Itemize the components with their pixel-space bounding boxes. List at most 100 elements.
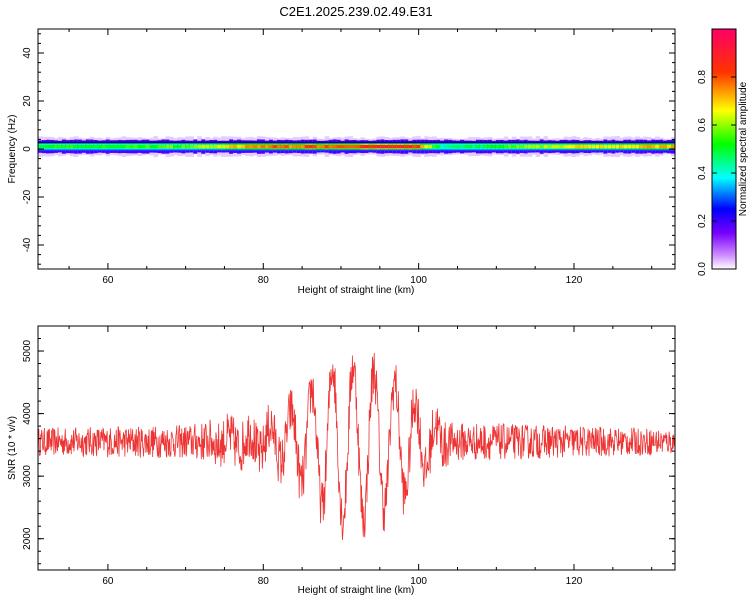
heatmap-cell <box>113 144 119 149</box>
heatmap-cell <box>181 144 186 149</box>
heatmap-cell <box>444 144 449 149</box>
heatmap-cell <box>57 144 63 149</box>
heatmap-cell <box>145 144 151 149</box>
heatmap-cell <box>153 144 159 149</box>
heatmap-cell <box>400 144 405 149</box>
heatmap-cell <box>547 144 553 149</box>
heatmap-cell <box>45 144 51 149</box>
heatmap-cell <box>260 144 266 149</box>
heatmap-cell <box>460 144 465 149</box>
heatmap-cell <box>420 144 425 149</box>
heatmap-cell <box>531 144 537 149</box>
heatmap-cell <box>623 144 628 149</box>
heatmap-cell <box>372 144 378 149</box>
heatmap-cell <box>268 144 274 149</box>
heatmap-cell <box>611 144 616 149</box>
heatmap-cell <box>483 144 489 149</box>
heatmap-cell <box>324 144 330 149</box>
heatmap-cell <box>595 144 600 149</box>
spectrogram-xlabel: Height of straight line (km) <box>298 285 415 296</box>
heatmap-cell <box>408 144 413 149</box>
spectrogram-xtick-label: 100 <box>410 275 427 286</box>
heatmap-cell <box>384 144 389 149</box>
heatmap-cell <box>328 144 334 149</box>
heatmap-cell <box>543 144 549 149</box>
heatmap-cell <box>93 144 99 149</box>
heatmap-cell <box>336 144 342 149</box>
snr-ylabel: SNR (10 * v/v) <box>7 416 18 480</box>
heatmap-cell <box>53 144 59 149</box>
heatmap-cell <box>141 144 147 149</box>
snr-ytick-label: 2000 <box>22 527 33 550</box>
snr-ytick-label: 3000 <box>22 465 33 488</box>
heatmap-cell <box>304 144 310 149</box>
heatmap-cell <box>360 144 366 149</box>
heatmap-cell <box>189 144 194 149</box>
heatmap-cell <box>177 144 182 149</box>
spectrogram-ylabel: Frequency (Hz) <box>7 115 18 184</box>
heatmap-cell <box>89 144 95 149</box>
heatmap-cell <box>587 144 592 149</box>
heatmap-cell <box>499 144 505 149</box>
heatmap-cell <box>511 144 517 149</box>
heatmap-cell <box>245 144 250 149</box>
heatmap-cell <box>61 144 67 149</box>
spectrogram-ytick-label: -20 <box>22 189 33 204</box>
heatmap-cell <box>412 144 417 149</box>
heatmap-cell <box>507 144 513 149</box>
heatmap-cell <box>137 144 143 149</box>
heatmap-cell <box>81 144 87 149</box>
heatmap-cell <box>424 144 429 149</box>
heatmap-cell <box>519 144 525 149</box>
heatmap-cell <box>503 144 509 149</box>
heatmap-cell <box>523 144 529 149</box>
spectrogram-ytick-label: 0 <box>22 146 33 152</box>
heatmap-cell <box>344 144 350 149</box>
heatmap-cell <box>671 144 675 149</box>
heatmap-cell <box>312 144 318 149</box>
heatmap-cell <box>475 144 481 149</box>
heatmap-cell <box>627 144 632 149</box>
heatmap-cell <box>364 144 370 149</box>
colorbar-gradient <box>711 28 737 270</box>
heatmap-cell <box>471 144 477 149</box>
heatmap-cell <box>185 144 190 149</box>
heatmap-cell <box>256 144 262 149</box>
heatmap-cell <box>165 144 170 149</box>
heatmap-cell <box>340 144 346 149</box>
heatmap-cell <box>209 144 214 149</box>
snr-series-line <box>38 352 675 541</box>
heatmap-cell <box>368 144 374 149</box>
heatmap-cell <box>535 144 541 149</box>
heatmap-cell <box>125 144 131 149</box>
spectrogram-ytick-label: 20 <box>22 95 33 107</box>
heatmap-cell <box>249 144 254 149</box>
spectrogram-ticks: 60 80 100 120 -40 -20 0 20 40 <box>22 29 675 286</box>
heatmap-cell <box>348 144 354 149</box>
heatmap-cell <box>296 144 302 149</box>
heatmap-cell <box>380 144 385 149</box>
heatmap-cell <box>491 144 497 149</box>
heatmap-cell <box>436 144 441 149</box>
heatmap-cell <box>404 144 409 149</box>
heatmap-cell <box>467 144 473 149</box>
heatmap-cell <box>284 144 290 149</box>
heatmap-cell <box>41 144 47 149</box>
heatmap-cell <box>129 144 135 149</box>
heatmap-cell <box>213 144 218 149</box>
heatmap-cell <box>432 144 437 149</box>
heatmap-cell <box>292 144 298 149</box>
heatmap-cell <box>217 144 222 149</box>
heatmap-cell <box>121 144 127 149</box>
heatmap-cell <box>65 144 71 149</box>
heatmap-cell <box>575 144 581 149</box>
heatmap-cell <box>551 144 557 149</box>
heatmap-cell <box>272 144 278 149</box>
heatmap-cell <box>320 144 326 149</box>
heatmap-cell <box>376 144 381 149</box>
heatmap-cell <box>169 144 174 149</box>
heatmap-cell <box>109 144 115 149</box>
heatmap-cell <box>173 144 178 149</box>
heatmap-cell <box>237 144 242 149</box>
